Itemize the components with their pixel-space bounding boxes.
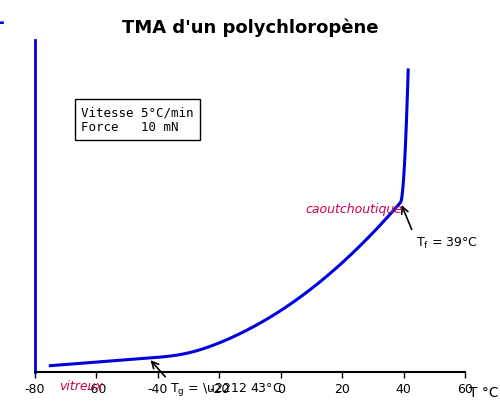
Text: caoutchoutique: caoutchoutique: [306, 202, 402, 216]
Text: Vitesse 5°C/min
Force   10 mN: Vitesse 5°C/min Force 10 mN: [81, 106, 194, 134]
Title: TMA d'un polychloropène: TMA d'un polychloropène: [122, 19, 378, 37]
Text: $\mathregular{T_f}$ = 39°C: $\mathregular{T_f}$ = 39°C: [416, 235, 478, 250]
Text: vitreux: vitreux: [60, 380, 104, 392]
Text: T °C: T °C: [470, 385, 499, 399]
Text: $\mathregular{T_g}$ = \u2212 43°C: $\mathregular{T_g}$ = \u2212 43°C: [170, 380, 282, 397]
Text: ΔL: ΔL: [0, 10, 5, 28]
